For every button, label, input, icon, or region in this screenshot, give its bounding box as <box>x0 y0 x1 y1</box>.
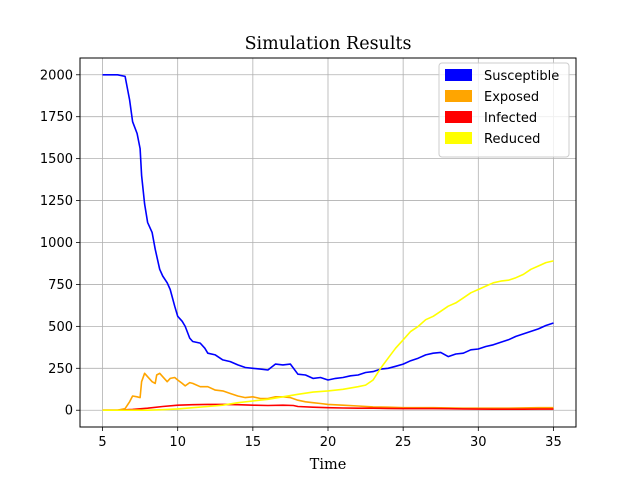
series-line-susceptible <box>102 74 554 381</box>
legend-swatch-infected <box>445 111 472 123</box>
legend: Susceptible Exposed Infected Reduced <box>438 62 570 158</box>
y-tick-label: 1500 <box>40 152 73 167</box>
y-tick-label: 1000 <box>40 236 73 251</box>
x-axis-label: Time <box>310 457 347 473</box>
x-tick-label: 20 <box>320 435 337 450</box>
x-tick-label: 10 <box>169 435 186 450</box>
x-tick-label: 35 <box>545 435 562 450</box>
y-tick-label: 1750 <box>40 110 73 125</box>
x-tick-label: 15 <box>245 435 262 450</box>
legend-label-susceptible: Susceptible <box>484 69 559 84</box>
x-tick-label: 25 <box>395 435 412 450</box>
legend-swatch-reduced <box>445 132 472 144</box>
y-tick-label: 0 <box>65 404 73 419</box>
y-tick-label: 1250 <box>40 194 73 209</box>
series-line-reduced <box>102 260 554 411</box>
y-tick-label: 750 <box>48 278 73 293</box>
chart-title: Simulation Results <box>245 34 412 54</box>
legend-label-exposed: Exposed <box>484 90 539 105</box>
legend-swatch-susceptible <box>445 69 472 81</box>
series-line-infected <box>102 403 554 411</box>
series-layer <box>102 74 554 411</box>
series-line-exposed <box>102 372 554 411</box>
legend-label-reduced: Reduced <box>484 132 540 147</box>
ticks: 5 10 15 20 25 30 35 0 250 500 750 1000 1250 1500 1750 2… <box>40 68 562 450</box>
x-tick-label: 30 <box>470 435 487 450</box>
legend-swatch-exposed <box>445 90 472 102</box>
y-tick-label: 250 <box>48 362 73 377</box>
legend-label-infected: Infected <box>484 111 537 126</box>
y-tick-label: 2000 <box>40 68 73 83</box>
x-tick-label: 5 <box>98 435 106 450</box>
y-tick-label: 500 <box>48 320 73 335</box>
